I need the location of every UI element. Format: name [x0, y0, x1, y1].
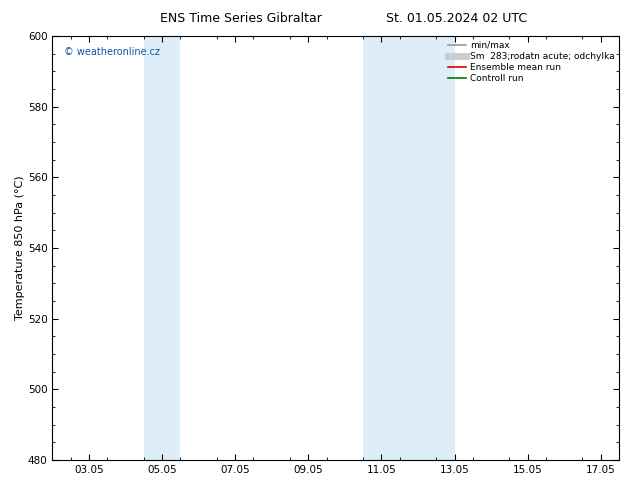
Y-axis label: Temperature 850 hPa (°C): Temperature 850 hPa (°C) — [15, 176, 25, 320]
Text: ENS Time Series Gibraltar: ENS Time Series Gibraltar — [160, 12, 322, 25]
Bar — [144, 36, 180, 460]
Legend: min/max, Sm  283;rodatn acute; odchylka, Ensemble mean run, Controll run: min/max, Sm 283;rodatn acute; odchylka, … — [446, 39, 616, 85]
Bar — [363, 36, 455, 460]
Text: © weatheronline.cz: © weatheronline.cz — [64, 47, 160, 57]
Text: St. 01.05.2024 02 UTC: St. 01.05.2024 02 UTC — [386, 12, 527, 25]
